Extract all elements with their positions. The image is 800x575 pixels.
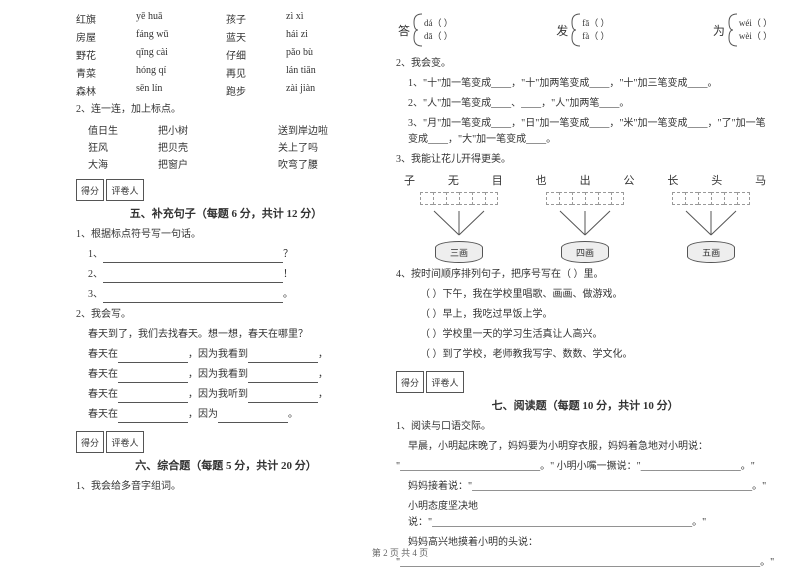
fill-line-row: 1、？: [88, 247, 376, 263]
section-6-title: 六、综合题（每题 5 分，共计 20 分）: [76, 457, 376, 473]
grid-box: [420, 192, 498, 205]
polyphone-row: 答 dá（ ）dā（ ） 发 fā（ ）fà（ ） 为 wéi（ ）wèi（ ）: [396, 8, 774, 52]
word-b: yē huā: [136, 11, 226, 26]
spring-row: 春天在，因为我看到，: [88, 367, 376, 383]
fill-line-row: 3、。: [88, 287, 376, 303]
cylinder: 四画: [561, 241, 609, 263]
word-row: 野花 qīng cài 仔细 pǎo bù: [76, 47, 376, 62]
q4-title: 4、按时间顺序排列句子，把序号写在（ ）里。: [396, 267, 774, 283]
grid-box: [546, 192, 624, 205]
score-box: 得分 评卷人: [396, 371, 774, 393]
page-footer: 第 2 页 共 4 页: [0, 546, 800, 559]
q3-title: 3、我能让花儿开得更美。: [396, 152, 774, 168]
match-row: 狂风 把贝壳 关上了吗: [88, 139, 376, 154]
sec7-line: 小明态度坚决地说："______________________________…: [396, 499, 774, 531]
sec7-line: 妈妈接着说："_________________________________…: [396, 479, 774, 495]
sec7-body: 早晨，小明起床晚了，妈妈要为小明穿衣服，妈妈着急地对小明说：: [396, 439, 774, 455]
score-box: 得分 评卷人: [76, 431, 376, 453]
left-column: 红旗 yē huā 孩子 zì xì 房屋 fáng wū 蓝天 hái zi …: [70, 8, 382, 575]
poly-group: 为 wéi（ ）wèi（ ）: [713, 12, 772, 48]
word-row: 红旗 yē huā 孩子 zì xì: [76, 11, 376, 26]
cylinder: 三画: [435, 241, 483, 263]
word-row: 房屋 fáng wū 蓝天 hái zi: [76, 29, 376, 44]
word-a: 红旗: [76, 11, 136, 26]
fan-icon: [555, 209, 615, 237]
grader-cell: 评卷人: [106, 179, 144, 201]
match-row: 大海 把窗户 吹弯了腰: [88, 156, 376, 171]
grader-cell: 评卷人: [106, 431, 144, 453]
word-row: 森林 sēn lín 跑步 zài jiàn: [76, 83, 376, 98]
q4-line: （ ）早上，我吃过早饭上学。: [396, 307, 774, 323]
q2-line: 1、"十"加一笔变成____，"十"加两笔变成____，"十"加三笔变成____…: [396, 76, 774, 92]
spring-row: 春天在，因为我看到，: [88, 347, 376, 363]
right-column: 答 dá（ ）dā（ ） 发 fā（ ）fà（ ） 为 wéi（ ）wèi（ ）…: [390, 8, 780, 575]
q2-title: 2、连一连，加上标点。: [76, 102, 376, 118]
word-d: zì xì: [286, 11, 376, 26]
score-cell: 得分: [76, 431, 104, 453]
word-c: 孩子: [226, 11, 286, 26]
brace-icon: [412, 12, 424, 48]
cylinder-row: 三画 四画 五画: [396, 241, 774, 263]
spring-row: 春天在，因为。: [88, 407, 376, 423]
grid-row: [396, 192, 774, 205]
q2-title: 2、我会变。: [396, 56, 774, 72]
word-row: 青菜 hóng qí 再见 lán tiān: [76, 65, 376, 80]
brace-icon: [727, 12, 739, 48]
poly-group: 发 fā（ ）fà（ ）: [556, 12, 609, 48]
spring-row: 春天在，因为我听到，: [88, 387, 376, 403]
fan-icon: [429, 209, 489, 237]
char-row: 子 无 目 也 出 公 长 头 马: [396, 172, 774, 188]
sec7-q1: 1、阅读与口语交际。: [396, 419, 774, 435]
brace-icon: [570, 12, 582, 48]
fill-line-row: 2、！: [88, 267, 376, 283]
q4-line: （ ）学校里一天的学习生活真让人高兴。: [396, 327, 774, 343]
sec6-q1: 1、我会给多音字组词。: [76, 479, 376, 495]
match-row: 值日生 把小树 送到岸边啦: [88, 122, 376, 137]
sec5-q2-intro: 春天到了，我们去找春天。想一想，春天在哪里？: [76, 327, 376, 343]
q4-line: （ ）到了学校，老师教我写字、数数、学文化。: [396, 347, 774, 363]
q2-line: 3、"月"加一笔变成____，"日"加一笔变成____，"米"加一笔变成____…: [396, 116, 774, 148]
q2-line: 2、"人"加一笔变成____、____，"人"加两笔____。: [396, 96, 774, 112]
fan-icon: [681, 209, 741, 237]
section-5-title: 五、补充句子（每题 6 分，共计 12 分）: [76, 205, 376, 221]
sec7-line: "____________________________。" 小明小嘴一撅说：…: [396, 459, 774, 475]
q4-line: （ ）下午，我在学校里唱歌、画画、做游戏。: [396, 287, 774, 303]
sec5-q2: 2、我会写。: [76, 307, 376, 323]
cylinder: 五画: [687, 241, 735, 263]
poly-group: 答 dá（ ）dā（ ）: [398, 12, 453, 48]
section-7-title: 七、阅读题（每题 10 分，共计 10 分）: [396, 397, 774, 413]
score-box: 得分 评卷人: [76, 179, 376, 201]
score-cell: 得分: [396, 371, 424, 393]
grader-cell: 评卷人: [426, 371, 464, 393]
score-cell: 得分: [76, 179, 104, 201]
fan-row: [396, 209, 774, 237]
grid-box: [672, 192, 750, 205]
sec5-q1: 1、根据标点符号写一句话。: [76, 227, 376, 243]
